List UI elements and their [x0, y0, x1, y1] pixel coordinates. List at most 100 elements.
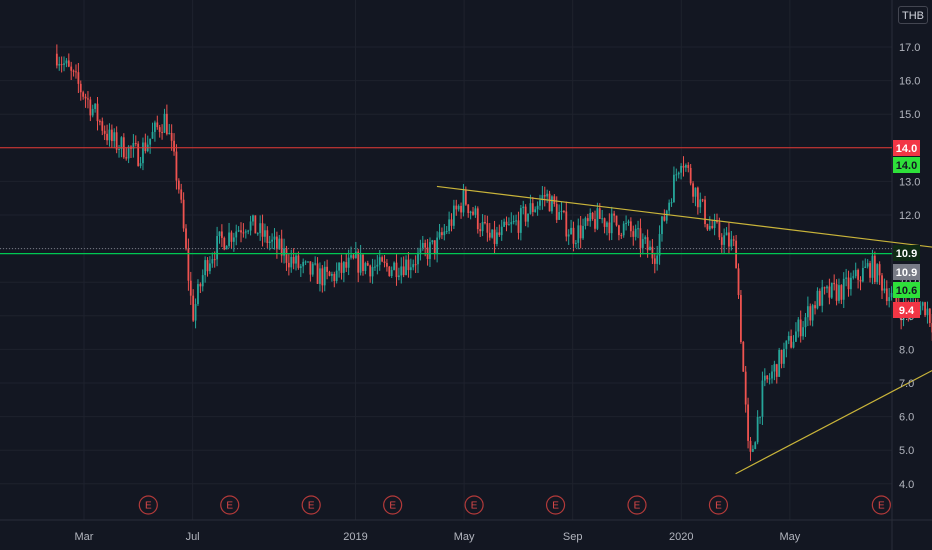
candle-body [275, 236, 278, 250]
earnings-marker[interactable]: E [383, 495, 403, 515]
candle-body [115, 132, 118, 150]
candle-body [252, 215, 254, 222]
candle-body [331, 273, 333, 276]
price-badge-dark: 10.9 [893, 245, 920, 261]
candle-body [177, 180, 180, 190]
candle-body [723, 235, 726, 245]
candle-body [175, 151, 178, 181]
candle-body [472, 211, 474, 215]
badge-bg [893, 140, 920, 156]
price-badges: 14.0 14.0 10.9 10.9 10.6 9.4 [893, 140, 920, 318]
earnings-marker[interactable]: E [708, 495, 729, 515]
candle-body [261, 223, 264, 237]
candle-body [845, 277, 848, 279]
time-axis[interactable]: MarJul2019MaySep2020May2021Jun [75, 531, 932, 543]
candle-body [154, 122, 156, 132]
candle-body [493, 229, 496, 244]
candle-body [596, 208, 599, 229]
candle-body [639, 228, 642, 248]
candle-body [213, 259, 216, 261]
candle-body [835, 284, 838, 301]
candle-body [582, 225, 584, 239]
candle-body [524, 206, 527, 222]
candle-body [586, 218, 589, 222]
candle-body [436, 237, 439, 254]
candle-body [393, 262, 395, 270]
candle-body [455, 205, 458, 210]
candle-body [548, 193, 551, 212]
earnings-circle [301, 495, 321, 515]
currency-label[interactable]: THB [898, 6, 928, 24]
candle-body [223, 237, 226, 250]
trendline-descending[interactable] [436, 185, 932, 270]
candle-body [742, 341, 745, 372]
candle-body [438, 232, 441, 238]
earnings-marker[interactable]: E [871, 495, 891, 515]
earnings-marker[interactable]: E [545, 495, 566, 515]
candle-body [708, 226, 711, 230]
candle-body [345, 262, 348, 268]
candle-body [503, 221, 506, 227]
candle-body [620, 235, 623, 237]
candle-body [433, 240, 436, 254]
candle-body [527, 213, 529, 222]
candle-body [182, 199, 185, 229]
candle-body [254, 215, 257, 234]
candle-body [634, 228, 637, 237]
badge-bg [893, 245, 920, 261]
candle-body [441, 232, 443, 236]
candle-body [661, 216, 663, 235]
candle-body [570, 227, 572, 235]
earnings-circle [627, 495, 647, 515]
candle-body [280, 238, 283, 256]
candle-body [673, 174, 675, 203]
candle-body [180, 189, 183, 200]
candle-body [264, 230, 266, 237]
candle-body [244, 231, 247, 233]
candle-body [802, 327, 804, 337]
candle-body [536, 205, 539, 210]
trendline-ascending[interactable] [735, 270, 932, 475]
candle-body [622, 223, 625, 236]
earnings-marker[interactable]: E [627, 495, 647, 515]
badge-label: 14.0 [896, 160, 917, 172]
candle-body [297, 255, 300, 268]
candle-body [151, 131, 154, 139]
badge-bg [893, 157, 920, 173]
candle-body [89, 99, 92, 116]
candle-body [125, 157, 128, 159]
candle-body [170, 132, 173, 141]
candle-body [649, 246, 651, 251]
earnings-marker[interactable]: E [301, 495, 321, 515]
earnings-marker[interactable]: E [138, 495, 158, 515]
candle-body [761, 380, 764, 417]
candle-body [220, 231, 223, 238]
horizontal-levels [0, 147, 892, 255]
candle-body [132, 143, 135, 149]
candle-body [737, 268, 740, 296]
candle-body [627, 221, 630, 224]
candle-body [460, 205, 462, 213]
time-tick-label: Mar [75, 531, 94, 543]
earnings-marker[interactable]: E [220, 495, 240, 515]
candle-body [400, 266, 403, 276]
candle-body [206, 260, 209, 272]
candle-body [452, 205, 455, 226]
badge-label: 9.4 [899, 305, 915, 317]
candle-body [718, 222, 721, 238]
candle-body [218, 231, 221, 237]
candle-body [768, 378, 771, 380]
candle-body [91, 108, 94, 116]
candle-body [618, 225, 620, 236]
candle-body [670, 202, 673, 204]
candle-body [838, 285, 840, 301]
candle-body [106, 133, 108, 141]
candle-body [553, 196, 556, 204]
trendlines [436, 185, 932, 475]
earnings-marker[interactable]: E [464, 495, 484, 515]
candle-body [352, 255, 355, 259]
candle-body [79, 83, 82, 93]
candle-body [271, 239, 274, 242]
candle-body [818, 290, 821, 306]
